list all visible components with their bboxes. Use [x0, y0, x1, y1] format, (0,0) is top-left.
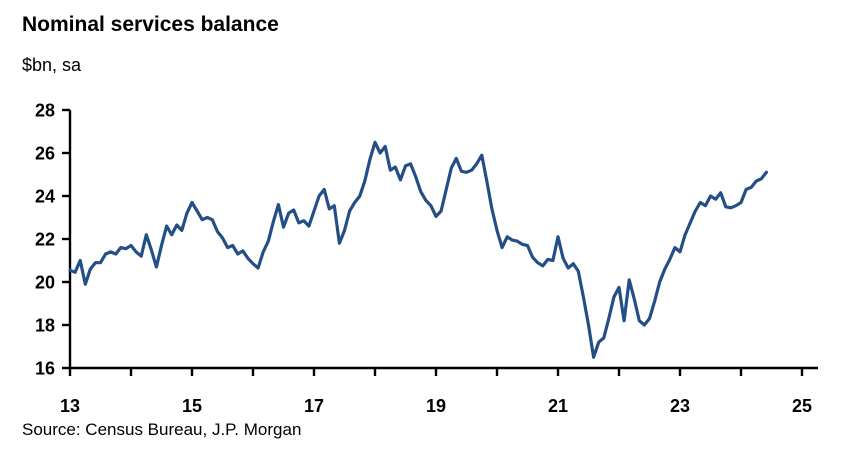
x-axis-tick-label: 13 — [60, 396, 80, 416]
series-line — [68, 140, 769, 359]
x-axis-tick-label: 25 — [792, 396, 812, 416]
axes-spines — [68, 110, 818, 370]
x-axis-tick-label: 23 — [670, 396, 690, 416]
y-axis-tick-label: 22 — [35, 230, 55, 250]
chart-title: Nominal services balance — [22, 13, 279, 36]
source-note: Source: Census Bureau, J.P. Morgan — [22, 420, 302, 439]
y-axis-tick-label: 16 — [35, 359, 55, 379]
x-axis-tick-label: 21 — [548, 396, 568, 416]
y-axis-tick-label: 28 — [35, 101, 55, 121]
y-axis-tick-label: 18 — [35, 316, 55, 336]
y-axis-tick-label: 26 — [35, 144, 55, 164]
x-axis-tick-label: 17 — [304, 396, 324, 416]
x-axis-tick-label: 15 — [182, 396, 202, 416]
y-axis-tick-label: 24 — [35, 187, 55, 207]
x-axis-tick-label: 19 — [426, 396, 446, 416]
chart-units-label: $bn, sa — [22, 55, 82, 75]
y-axis-tick-label: 20 — [35, 273, 55, 293]
